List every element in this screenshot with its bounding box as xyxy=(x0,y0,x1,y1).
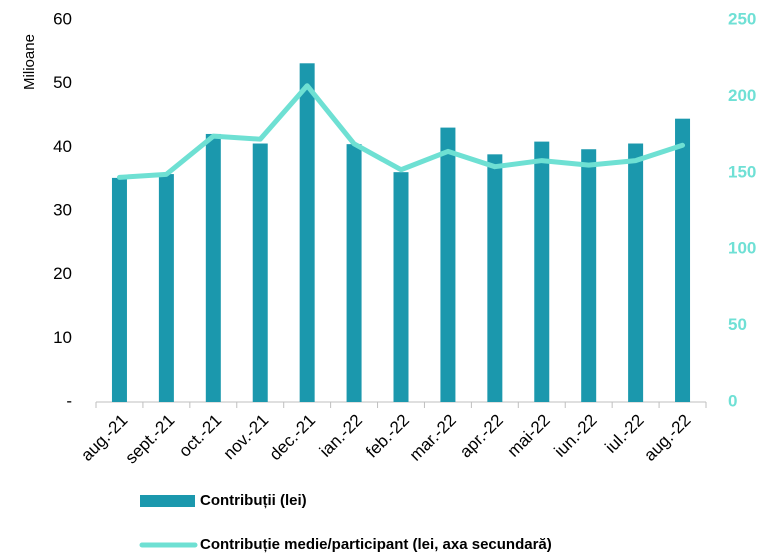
x-tick-label: aug.-22 xyxy=(640,411,694,465)
y2-tick-label: 250 xyxy=(728,9,756,28)
bar xyxy=(346,144,362,402)
y2-tick-label: 0 xyxy=(728,391,737,410)
bar xyxy=(675,118,691,402)
x-tick-label: oct.-21 xyxy=(175,411,225,461)
x-tick-label: mar.-22 xyxy=(406,411,460,465)
y2-tick-label: 150 xyxy=(728,162,756,181)
y2-tick-label: 50 xyxy=(728,315,747,334)
y-tick-label: 40 xyxy=(53,137,72,156)
bar xyxy=(581,149,597,402)
y2-tick-label: 200 xyxy=(728,86,756,105)
bar xyxy=(487,154,503,402)
y-tick-label: 30 xyxy=(53,200,72,219)
bar xyxy=(205,133,221,403)
bar xyxy=(299,63,315,402)
y-tick-label: 50 xyxy=(53,73,72,92)
x-tick-label: iun.-22 xyxy=(550,411,600,461)
legend-label: Contribuții (lei) xyxy=(200,492,307,509)
line xyxy=(116,83,686,180)
x-tick-label: nov.-21 xyxy=(220,411,273,464)
bar xyxy=(158,174,174,402)
bar xyxy=(393,172,409,402)
bar xyxy=(440,127,456,402)
x-tick-label: mai-22 xyxy=(504,411,554,461)
legend-label: Contribuție medie/participant (lei, axa … xyxy=(200,536,552,553)
legend-swatch xyxy=(140,495,195,507)
bar xyxy=(111,177,127,402)
y-tick-label: 60 xyxy=(53,9,72,28)
x-tick-label: apr.-22 xyxy=(456,411,507,462)
x-tick-label: dec.-21 xyxy=(266,411,320,465)
bar xyxy=(628,143,644,402)
x-tick-label: feb.-22 xyxy=(362,411,413,462)
y-tick-label: - xyxy=(66,391,72,410)
y-axis-label: Milioane xyxy=(21,34,38,90)
x-tick-label: sept.-21 xyxy=(122,411,179,468)
x-tick-label: ian.-22 xyxy=(316,411,366,461)
y2-tick-label: 100 xyxy=(728,239,756,258)
y-tick-label: 10 xyxy=(53,328,72,347)
bar xyxy=(252,143,268,402)
y-tick-label: 20 xyxy=(53,264,72,283)
bar xyxy=(534,141,550,402)
